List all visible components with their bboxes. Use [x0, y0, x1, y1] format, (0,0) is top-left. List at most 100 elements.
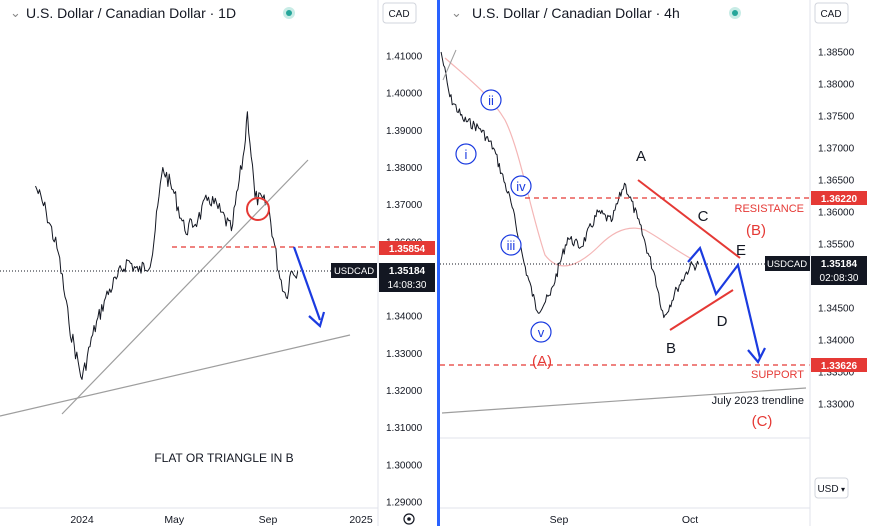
y-tick-label: 1.40000: [386, 89, 423, 100]
right-currency-button[interactable]: [814, 2, 849, 24]
left-price-badge-countdown: 14:08:30: [388, 280, 427, 291]
y-tick-label: 1.31000: [386, 423, 423, 434]
wave-v-circle: [530, 321, 552, 343]
left-highlight-circle: [246, 197, 270, 221]
right-axis-currency-label: USD: [817, 484, 838, 495]
x-tick-label: Sep: [550, 514, 569, 526]
left-price-badge: [379, 263, 435, 292]
left-price-axis[interactable]: CAD 1.41000 1.40000 1.39000 1.38000 1.37000 1…: [331, 0, 435, 526]
x-tick-label: Oct: [682, 514, 698, 526]
left-plot-background: [0, 0, 378, 526]
projected-arrowhead: [747, 347, 766, 364]
wave-iii-label: iii: [507, 238, 516, 253]
y-tick-label: 1.32000: [386, 386, 423, 397]
left-price-badge-price: 1.35184: [389, 266, 426, 277]
wave-iii-marker: iii: [500, 234, 522, 256]
right-axis-currency-button[interactable]: [814, 477, 849, 499]
y-tick-label: 1.34000: [818, 336, 855, 347]
y-tick-label: 1.36000: [818, 208, 855, 219]
wave-A-label: A: [636, 148, 646, 165]
y-tick-label: 1.35500: [818, 240, 855, 251]
left-annotation: FLAT OR TRIANGLE IN B: [154, 451, 293, 465]
right-price-axis[interactable]: CAD 1.385001.380001.375001.370001.365001…: [765, 0, 867, 526]
left-long-trendline: [0, 334, 351, 417]
wave-iv-circle: [510, 175, 532, 197]
resistance-badge-text: 1.36220: [821, 194, 858, 205]
y-tick-label: 1.37000: [386, 200, 423, 211]
y-tick-label: 1.33000: [818, 400, 855, 411]
y-tick-label: 1.34000: [386, 312, 423, 323]
wave-ii-marker: ii: [480, 89, 502, 111]
right-plot-background: [440, 0, 810, 526]
right-price-badge-price: 1.35184: [821, 259, 858, 270]
right-moving-average: [444, 57, 691, 267]
right-start-trendline: [442, 49, 457, 81]
wave-A-paren-label: (A): [532, 353, 552, 370]
right-axis-chevron-down-icon: ▾: [841, 485, 845, 494]
y-tick-label: 1.30000: [386, 460, 423, 471]
x-tick-label: 2024: [70, 514, 94, 526]
y-tick-label: 1.37500: [818, 112, 855, 123]
x-tick-label: Sep: [259, 514, 278, 526]
y-tick-label: 1.38500: [818, 48, 855, 59]
left-level-badge: [379, 241, 435, 255]
right-x-axis[interactable]: Sep Oct: [550, 514, 699, 526]
left-collapse-icon[interactable]: ⌄: [10, 5, 21, 20]
y-tick-label: 1.38000: [386, 163, 423, 174]
price-line: [35, 111, 299, 380]
right-price-badge-countdown: 02:08:30: [820, 273, 859, 284]
left-level-badge-text: 1.35854: [389, 244, 426, 255]
y-tick-label: 1.34500: [818, 304, 855, 315]
y-tick-label: 1.37000: [818, 144, 855, 155]
y-tick-label: 1.33000: [386, 349, 423, 360]
right-y-ticks: 1.38500 1.38000 1.37500 1.37000 1.36500 1.360…: [818, 48, 855, 411]
wave-ii-circle: [480, 89, 502, 111]
wave-iv-label: iv: [516, 179, 526, 194]
wave-i-marker: i: [455, 143, 477, 165]
support-badge-text: 1.33626: [821, 361, 858, 372]
wave-E-label: E: [736, 242, 746, 259]
right-currency-label: CAD: [820, 9, 841, 20]
x-tick-label: 2025: [349, 514, 373, 526]
y-tick-label: 1.39000: [386, 126, 423, 137]
trendline-label: July 2023 trendline: [712, 395, 804, 407]
y-tick-label: 1.36500: [818, 176, 855, 187]
projected-wave-path: [687, 245, 762, 359]
wave-iii-circle: [500, 234, 522, 256]
x-tick-label: May: [164, 514, 185, 526]
y-tick-label: 1.29000: [386, 498, 423, 509]
price-line: [440, 51, 700, 319]
wave-v-marker: v: [530, 321, 552, 343]
gear-icon[interactable]: [403, 513, 415, 525]
left-panel: FLAT OR TRIANGLE IN B ⌄ U.S. Dollar / Ca…: [0, 0, 378, 526]
triangle-upper-line: [637, 179, 741, 259]
wave-B-label: B: [666, 340, 676, 357]
panel-divider[interactable]: [437, 0, 440, 526]
support-badge: [811, 358, 867, 372]
right-symbol-badge: [765, 256, 810, 271]
gear-icon-center: [407, 517, 411, 521]
wave-ii-label: ii: [488, 93, 494, 108]
right-panel: i ii iii iv v A B C D E (A) (B) (C) RESI…: [440, 0, 810, 526]
left-forecast-arrow: [292, 246, 322, 321]
left-symbol-badge-text: USDCAD: [334, 266, 374, 277]
right-symbol-badge-text: USDCAD: [767, 259, 807, 270]
y-tick-label: 1.41000: [386, 52, 423, 63]
wave-B-paren-label: (B): [746, 222, 766, 239]
right-market-status-dot: [732, 10, 738, 16]
right-collapse-icon[interactable]: ⌄: [451, 5, 462, 20]
right-price-series: [440, 51, 700, 319]
right-symbol-title[interactable]: U.S. Dollar / Canadian Dollar · 4h: [472, 5, 680, 21]
resistance-label: RESISTANCE: [735, 203, 804, 215]
july-2023-trendline: [441, 387, 807, 414]
resistance-badge: [811, 191, 867, 205]
left-symbol-title[interactable]: U.S. Dollar / Canadian Dollar · 1D: [26, 5, 236, 21]
triangle-lower-line: [669, 289, 734, 331]
y-tick-label: 1.38000: [818, 80, 855, 91]
left-currency-label: CAD: [388, 9, 409, 20]
right-price-badge: [811, 256, 867, 285]
support-label: SUPPORT: [751, 369, 804, 381]
left-currency-button[interactable]: [382, 2, 417, 24]
left-x-axis[interactable]: 2024 May Sep 2025: [70, 514, 373, 526]
